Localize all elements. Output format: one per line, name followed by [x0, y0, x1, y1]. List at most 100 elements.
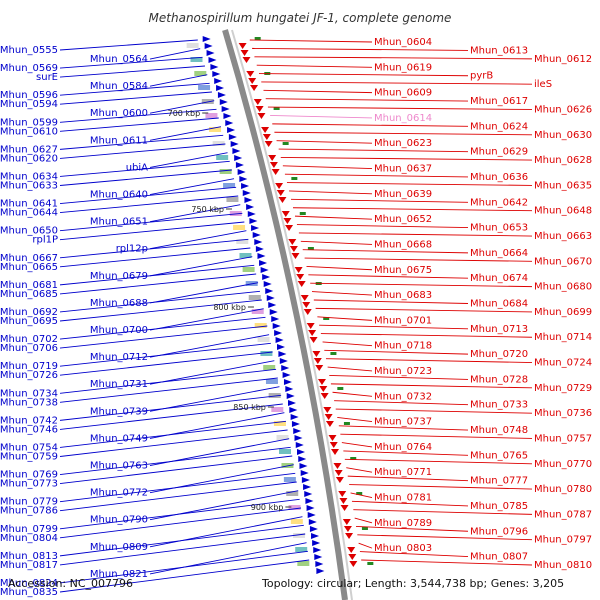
gene-label-right: Mhun_0736 [534, 408, 592, 419]
gene-label-left: Mhun_0719 [0, 361, 58, 372]
label-connector-left [59, 498, 300, 530]
annotation-block [236, 239, 249, 244]
gene-label-right: Mhun_0789 [374, 518, 432, 529]
label-connector-right [337, 416, 373, 423]
label-connector-left [59, 559, 310, 593]
label-connector-right [341, 442, 373, 448]
label-connector-left [59, 212, 243, 232]
reverse-gene-arrow [317, 379, 326, 385]
forward-gene-arrow [241, 183, 250, 189]
label-connector-right [320, 333, 533, 338]
annotation-block [251, 309, 264, 314]
reverse-gene-arrow [276, 190, 285, 196]
rna-mark [356, 492, 363, 495]
label-connector-left [59, 186, 237, 205]
gene-label-left: Mhun_0611 [90, 135, 148, 146]
forward-gene-arrow [242, 190, 251, 196]
forward-gene-arrow [285, 386, 294, 392]
gene-label-right: Mhun_0720 [470, 349, 528, 360]
label-connector-right [332, 391, 373, 397]
forward-gene-arrow [279, 358, 288, 364]
gene-label-left: Mhun_0688 [90, 298, 148, 309]
gene-label-left: Mhun_0640 [90, 190, 148, 201]
gene-label-left: Mhun_0627 [0, 144, 58, 155]
annotation-block [219, 169, 232, 174]
reverse-gene-arrow [253, 99, 262, 105]
label-connector-left [59, 429, 288, 457]
backbone-inner [231, 29, 353, 600]
gene-label-left: Mhun_0739 [90, 406, 148, 417]
forward-gene-arrow [249, 218, 258, 224]
label-connector-left [149, 48, 201, 60]
forward-gene-arrow [265, 288, 274, 294]
reverse-gene-arrow [349, 561, 358, 567]
annotation-block [226, 197, 239, 202]
label-connector-right [344, 458, 533, 465]
rna-mark [361, 527, 368, 530]
label-connector-left [59, 481, 297, 512]
gene-label-left: Mhun_0650 [0, 226, 58, 237]
forward-gene-arrow [278, 351, 287, 357]
forward-gene-arrow [212, 71, 221, 77]
annotation-block [268, 393, 281, 398]
label-connector-left [149, 100, 215, 114]
label-connector-right [290, 198, 469, 203]
label-connector-left [59, 117, 219, 132]
label-connector-left [59, 351, 273, 376]
reverse-gene-arrow [347, 547, 356, 553]
forward-gene-arrow [274, 330, 283, 336]
reverse-gene-arrow [268, 155, 277, 161]
label-connector-right [346, 467, 373, 473]
label-connector-left [59, 134, 224, 150]
gene-label-right: Mhun_0797 [534, 535, 592, 546]
label-connector-right [343, 450, 469, 456]
forward-gene-arrow [237, 169, 246, 175]
gene-label-left: Mhun_0804 [0, 533, 58, 544]
label-connector-right [288, 190, 373, 195]
gene-label-right: Mhun_0680 [534, 282, 592, 293]
scale-tick-label: 850 kbp [233, 403, 266, 412]
label-connector-left [149, 178, 235, 195]
annotation-block [190, 57, 203, 62]
forward-gene-arrow [217, 92, 226, 98]
label-connector-right [338, 425, 469, 431]
annotation-block [223, 183, 236, 188]
annotation-block [283, 477, 296, 482]
gene-label-right: Mhun_0714 [534, 332, 592, 343]
reverse-gene-arrow [333, 463, 342, 469]
backbone-outer [222, 29, 348, 600]
annotation-block [186, 43, 199, 48]
reverse-gene-arrow [343, 526, 352, 532]
reverse-gene-arrow [289, 246, 298, 252]
gene-label-right: Mhun_0796 [470, 526, 528, 537]
annotation-block [209, 127, 222, 132]
forward-gene-arrow [269, 309, 278, 315]
gene-label-left: Mhun_0779 [0, 497, 58, 508]
reverse-gene-arrow [288, 239, 297, 245]
label-connector-left [149, 386, 280, 412]
forward-gene-arrow [206, 50, 215, 56]
gene-label-left: ubiA [126, 162, 148, 173]
gene-label-right: Mhun_0728 [470, 374, 528, 385]
reverse-gene-arrow [335, 477, 344, 483]
rna-mark [350, 457, 357, 460]
reverse-gene-arrow [313, 358, 322, 364]
label-connector-left [59, 82, 210, 96]
label-connector-right [263, 89, 373, 94]
gene-label-right: Mhun_0642 [470, 197, 528, 208]
label-connector-right [319, 324, 469, 330]
label-connector-right [322, 341, 373, 347]
gene-label-left: Mhun_0679 [90, 271, 148, 282]
label-connector-right [361, 559, 533, 566]
label-connector-right [261, 81, 533, 85]
label-connector-right [276, 140, 373, 144]
forward-gene-arrow [221, 106, 230, 112]
reverse-gene-arrow [262, 134, 271, 140]
scale-ticks: 700 kbp 750 kbp 800 kbp 850 kbp 900 kbp [168, 109, 292, 512]
forward-gene-arrow [286, 393, 295, 399]
reverse-gene-arrow [312, 351, 321, 357]
gene-label-right: Mhun_0663 [534, 231, 592, 242]
rna-mark [273, 107, 280, 110]
reverse-gene-arrow [257, 113, 266, 119]
gene-label-right: Mhun_0713 [470, 324, 528, 335]
